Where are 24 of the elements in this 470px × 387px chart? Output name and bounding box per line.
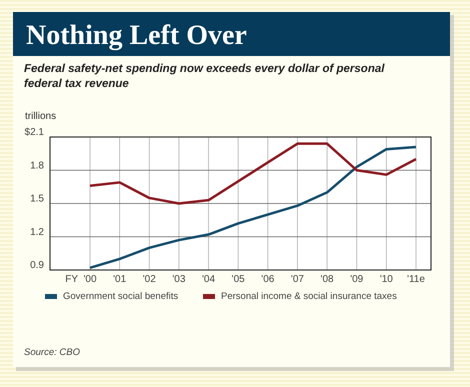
x-tick-label: '09 (350, 274, 364, 285)
source-note: Source: CBO (24, 347, 81, 358)
chart-title: Nothing Left Over (26, 20, 247, 51)
x-axis-title: FY (65, 274, 78, 285)
legend-label: Government social benefits (63, 291, 178, 302)
y-axis-title: trillions (25, 111, 56, 122)
x-tick-label: '11e (407, 274, 426, 285)
x-tick-label: '00 (83, 274, 97, 285)
x-tick-label: '01 (113, 274, 127, 285)
legend-label: Personal income & social insurance taxes (221, 291, 398, 302)
x-tick-label: '03 (172, 274, 186, 285)
x-tick-label: '07 (290, 274, 304, 285)
x-tick-label: '02 (142, 274, 156, 285)
y-tick-label: 0.9 (30, 260, 44, 271)
y-tick-label: 1.2 (30, 226, 44, 238)
y-tick-label: $2.1 (24, 127, 44, 138)
x-tick-label: '08 (320, 274, 334, 285)
x-tick-label: '05 (232, 274, 246, 285)
x-tick-label: '04 (202, 274, 216, 285)
x-tick-label: '06 (261, 274, 275, 285)
y-tick-label: 1.8 (30, 160, 44, 172)
y-tick-label: 1.5 (30, 194, 44, 204)
chart-subtitle: Federal safety-net spending now exceeds every dollar of personal federal tax revenue (24, 62, 386, 92)
x-tick-label: '10 (380, 274, 394, 285)
